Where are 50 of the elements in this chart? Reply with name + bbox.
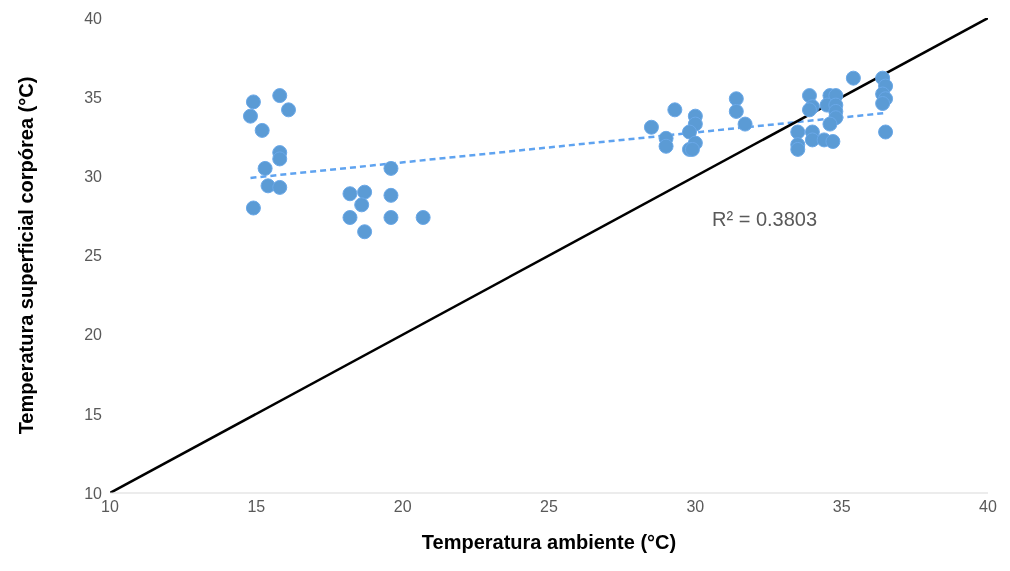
point xyxy=(845,70,861,86)
point xyxy=(242,108,258,124)
y-tick-label: 10 xyxy=(84,484,103,502)
point xyxy=(354,197,370,213)
point xyxy=(272,88,288,104)
point xyxy=(272,151,288,167)
point xyxy=(825,134,841,149)
point xyxy=(878,124,894,140)
point xyxy=(357,184,373,200)
point xyxy=(875,96,891,111)
point xyxy=(342,186,358,202)
point xyxy=(383,210,399,225)
x-tick-label: 25 xyxy=(540,498,558,516)
point xyxy=(257,160,273,176)
y-tick-label: 40 xyxy=(84,9,103,27)
point xyxy=(667,102,683,118)
annotation: R² = 0.3803 xyxy=(712,208,818,231)
point xyxy=(357,224,373,240)
point xyxy=(643,119,659,135)
point xyxy=(415,210,431,225)
x-axis-title: Temperatura ambiente (°C) xyxy=(421,531,677,553)
point xyxy=(342,210,358,225)
point xyxy=(728,103,744,119)
point xyxy=(383,160,399,176)
point xyxy=(245,200,261,216)
point xyxy=(822,116,838,132)
y-tick-label: 35 xyxy=(84,88,103,106)
point xyxy=(254,122,270,138)
point xyxy=(658,138,674,154)
y-tick-label: 15 xyxy=(84,405,103,423)
point xyxy=(804,132,820,148)
x-tick-label: 30 xyxy=(686,498,705,516)
point xyxy=(790,124,806,140)
x-tick-label: 15 xyxy=(247,498,266,516)
y-tick-label: 30 xyxy=(84,168,103,186)
point xyxy=(728,91,744,107)
point xyxy=(281,102,297,118)
x-tick-label: 20 xyxy=(393,498,412,516)
point xyxy=(383,187,399,203)
y-tick-label: 20 xyxy=(84,326,103,344)
point xyxy=(681,124,697,140)
point xyxy=(272,179,288,195)
point xyxy=(245,94,261,110)
x-tick-label: 40 xyxy=(979,498,997,516)
point xyxy=(790,141,806,157)
y-tick-label: 25 xyxy=(84,247,103,265)
x-tick-label: 10 xyxy=(101,498,119,516)
point xyxy=(737,116,753,132)
y-axis-title: Temperatura superficial corpórea (°C) xyxy=(15,76,38,435)
x-tick-label: 35 xyxy=(832,498,851,516)
